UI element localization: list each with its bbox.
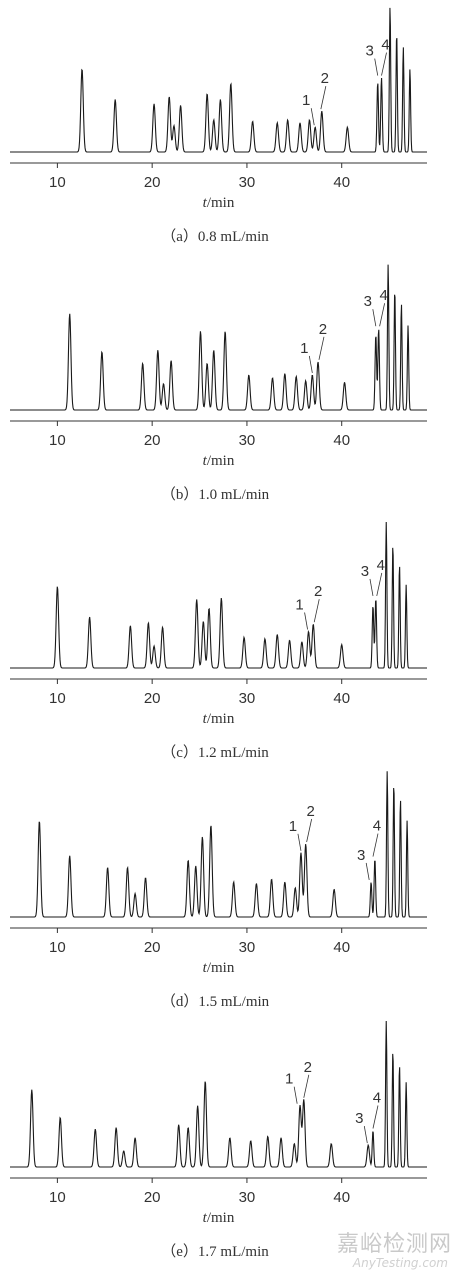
peak-label-leader	[303, 1074, 310, 1098]
peak-label-leader	[313, 599, 320, 623]
peak-label: 2	[321, 70, 329, 87]
chromatogram-trace	[10, 264, 427, 411]
peak-label-leader	[379, 303, 386, 327]
x-tick-label: 30	[239, 1189, 256, 1206]
peak-label: 4	[381, 37, 389, 54]
peak-label-leader	[372, 309, 377, 327]
peak-label: 2	[319, 321, 327, 338]
peak-label: 2	[304, 1059, 312, 1076]
peak-label-leader	[369, 578, 374, 596]
x-tick-label: 20	[144, 174, 161, 191]
x-tick-label: 20	[144, 1189, 161, 1206]
x-tick-label: 10	[49, 432, 66, 449]
x-tick-label: 30	[239, 939, 256, 956]
x-axis-label: t/min	[203, 453, 235, 469]
chromatogram-plot: 10 20 30 40 t/min 12 34	[10, 771, 427, 976]
chromatogram-trace	[10, 7, 427, 153]
x-tick-label: 10	[49, 1189, 66, 1206]
peak-label-leader	[372, 1105, 379, 1129]
peak-label-leader	[363, 1126, 368, 1144]
peak-label-leader	[372, 833, 379, 857]
peak-label-leader	[293, 1086, 298, 1104]
peak-label-leader	[320, 86, 327, 110]
peak-label: 1	[289, 818, 297, 835]
x-axis-label: t/min	[203, 711, 235, 727]
peak-label: 1	[285, 1071, 293, 1088]
chromatogram-panel: 10 20 30 40 t/min 1 2 3 4 （b）1.0 mL/min	[0, 258, 460, 508]
peak-label: 4	[377, 557, 385, 574]
x-tick-label: 10	[49, 939, 66, 956]
x-tick-label: 30	[239, 690, 256, 707]
x-tick-label: 40	[333, 174, 350, 191]
peak-label: 4	[373, 1090, 381, 1107]
panel-caption: （c）1.2 mL/min	[161, 745, 269, 761]
panel-caption: （b）1.0 mL/min	[160, 487, 270, 503]
chromatogram-panel: 10 20 30 40 t/min 1 2 3 4 （d）1.5 mL/min	[0, 765, 460, 1015]
chromatogram-trace	[10, 522, 427, 669]
peak-label: 3	[357, 847, 365, 864]
peak-label-leader	[297, 833, 302, 851]
peak-label: 3	[361, 563, 369, 580]
peak-label: 1	[295, 597, 303, 614]
peak-label: 1	[300, 340, 308, 357]
chromatogram-panel: 10 20 30 40 t/min 1 2 3 4 （e）1.7 mL/min	[0, 1015, 460, 1265]
x-tick-label: 20	[144, 939, 161, 956]
x-axis-label: t/min	[203, 195, 235, 211]
peak-label-leader	[376, 572, 383, 597]
peak-label: 1	[302, 92, 310, 109]
peak-label-leader	[374, 58, 379, 76]
peak-label-leader	[381, 52, 387, 76]
x-tick-label: 20	[144, 432, 161, 449]
peak-label: 2	[314, 583, 322, 600]
x-tick-label: 40	[333, 939, 350, 956]
x-tick-label: 40	[333, 690, 350, 707]
peak-label-leader	[318, 336, 325, 360]
x-axis-label: t/min	[203, 960, 235, 976]
peak-label: 4	[373, 818, 381, 835]
peak-label: 2	[306, 803, 314, 820]
chromatogram-panel: 10 20 30 40 t/min 1 2 3 4 （a）0.8 mL/min	[0, 0, 460, 250]
peak-label-leader	[310, 108, 315, 126]
chromatogram-plot: 10 20 30 40 t/min 12 34	[10, 1021, 427, 1226]
peak-label: 3	[364, 293, 372, 310]
x-tick-label: 30	[239, 174, 256, 191]
peak-label: 3	[355, 1110, 363, 1127]
panel-caption: （e）1.7 mL/min	[161, 1244, 269, 1260]
panel-caption: （d）1.5 mL/min	[160, 994, 270, 1010]
x-tick-label: 40	[333, 432, 350, 449]
x-tick-label: 30	[239, 432, 256, 449]
watermark-logo: 嘉峪检测网 AnyTesting.com	[302, 1220, 452, 1280]
x-axis-label: t/min	[203, 1210, 235, 1226]
x-tick-label: 10	[49, 690, 66, 707]
peak-label-leader	[304, 612, 308, 630]
x-tick-label: 20	[144, 690, 161, 707]
x-tick-label: 40	[333, 1189, 350, 1206]
peak-label-leader	[365, 862, 370, 881]
chromatogram-trace	[10, 1021, 427, 1168]
watermark-text-en: AnyTesting.com	[352, 1256, 448, 1270]
peak-label-leader	[308, 355, 313, 374]
panel-caption: （a）0.8 mL/min	[161, 229, 269, 245]
watermark-text-cn: 嘉峪检测网	[336, 1232, 452, 1257]
peak-label: 3	[366, 43, 374, 60]
x-tick-label: 10	[49, 174, 66, 191]
peak-label-leader	[306, 818, 313, 843]
chromatogram-trace	[10, 771, 427, 918]
chromatogram-panel: 10 20 30 40 t/min 1 2 3 4 （c）1.2 mL/min	[0, 516, 460, 766]
peak-label: 4	[379, 287, 387, 304]
